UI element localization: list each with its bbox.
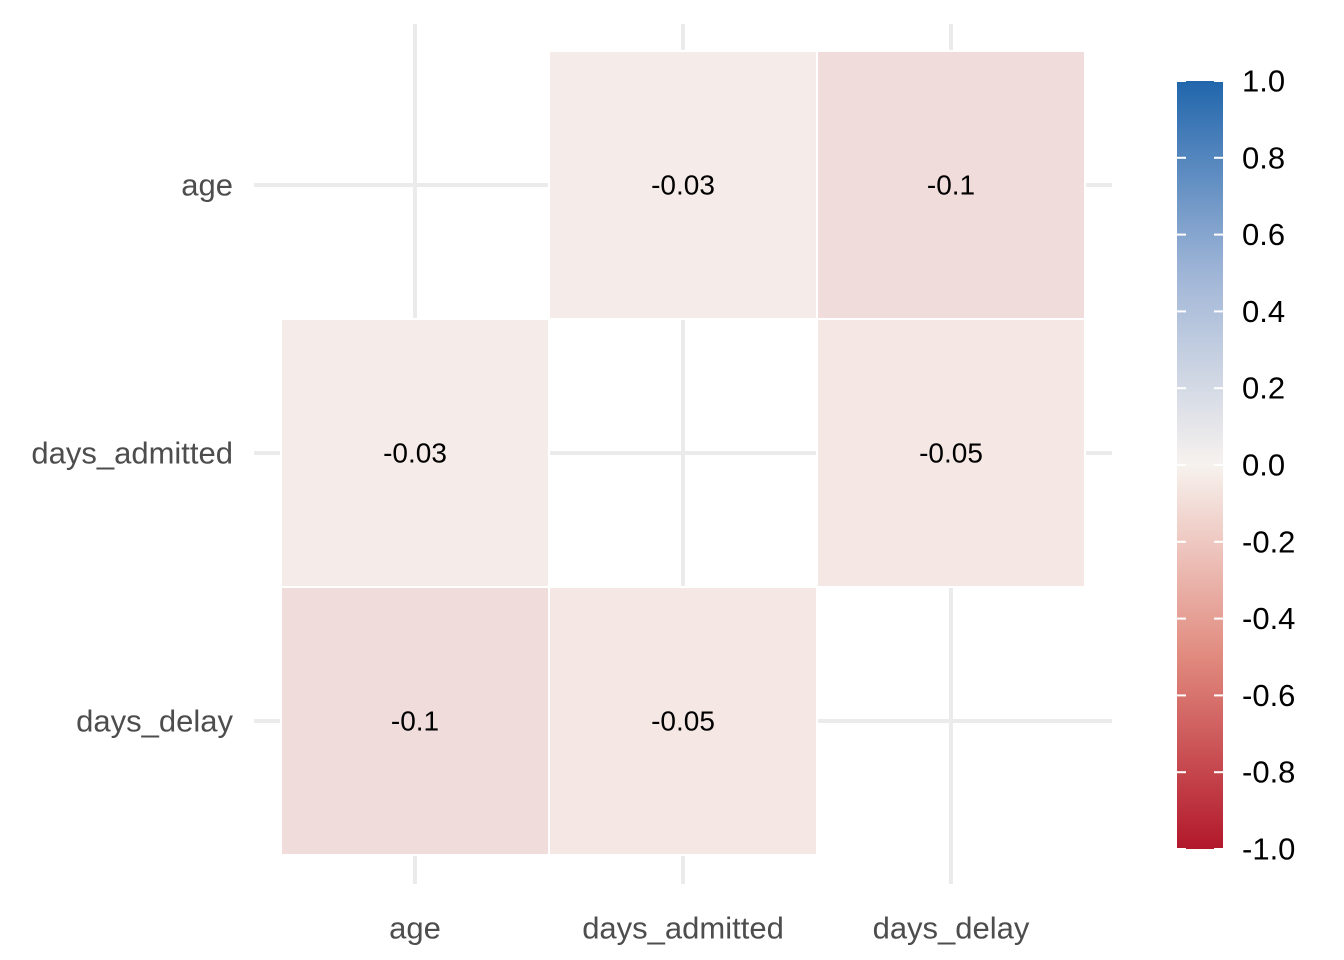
legend-tick-label: 0.2 [1242, 371, 1285, 406]
y-tick-label-age: age [181, 168, 233, 203]
heatmap-cell-days-delay-days-admitted [548, 586, 818, 856]
cell-value-label-days-admitted-age: -0.03 [383, 438, 447, 469]
y-tick-label-days-admitted: days_admitted [31, 436, 233, 471]
x-tick-label-days-admitted: days_admitted [582, 911, 784, 946]
heatmap-cells: -0.03 -0.1 -0.03 -0.05 -0.1 -0.05 [280, 50, 1086, 856]
heatmap-cell-days-admitted-age [280, 318, 550, 588]
legend-tick-label: -0.4 [1242, 601, 1295, 636]
legend-tick-label: 1.0 [1242, 64, 1285, 99]
x-tick-label-age: age [389, 911, 441, 946]
legend-tick-label: 0.4 [1242, 294, 1285, 329]
cell-value-label-days-delay-days-admitted: -0.05 [651, 706, 715, 737]
cell-value-label-days-admitted-days-delay: -0.05 [919, 438, 983, 469]
legend-tick-label: 0.6 [1242, 217, 1285, 252]
x-axis: age days_admitted days_delay [389, 911, 1030, 946]
cell-value-label-days-delay-age: -0.1 [391, 706, 439, 737]
legend-tick-label: -0.2 [1242, 524, 1295, 559]
x-tick-label-days-delay: days_delay [873, 911, 1030, 946]
cell-value-label-age-days-admitted: -0.03 [651, 170, 715, 201]
y-tick-label-days-delay: days_delay [76, 704, 233, 739]
heatmap-cell-age-days-admitted [548, 50, 818, 320]
color-legend: 1.0 0.8 0.6 0.4 0.2 0.0 -0.2 -0.4 -0.6 -0.8 -1.0 [1177, 64, 1295, 867]
y-axis: age days_admitted days_delay [31, 168, 233, 739]
heatmap-cell-days-admitted-days-delay [816, 318, 1086, 588]
legend-tick-label: -1.0 [1242, 832, 1295, 867]
legend-tick-label: -0.8 [1242, 755, 1295, 790]
legend-tick-label: 0.0 [1242, 448, 1285, 483]
legend-tick-label: -0.6 [1242, 678, 1295, 713]
legend-tick-label: 0.8 [1242, 140, 1285, 175]
cell-value-label-age-days-delay: -0.1 [927, 170, 975, 201]
